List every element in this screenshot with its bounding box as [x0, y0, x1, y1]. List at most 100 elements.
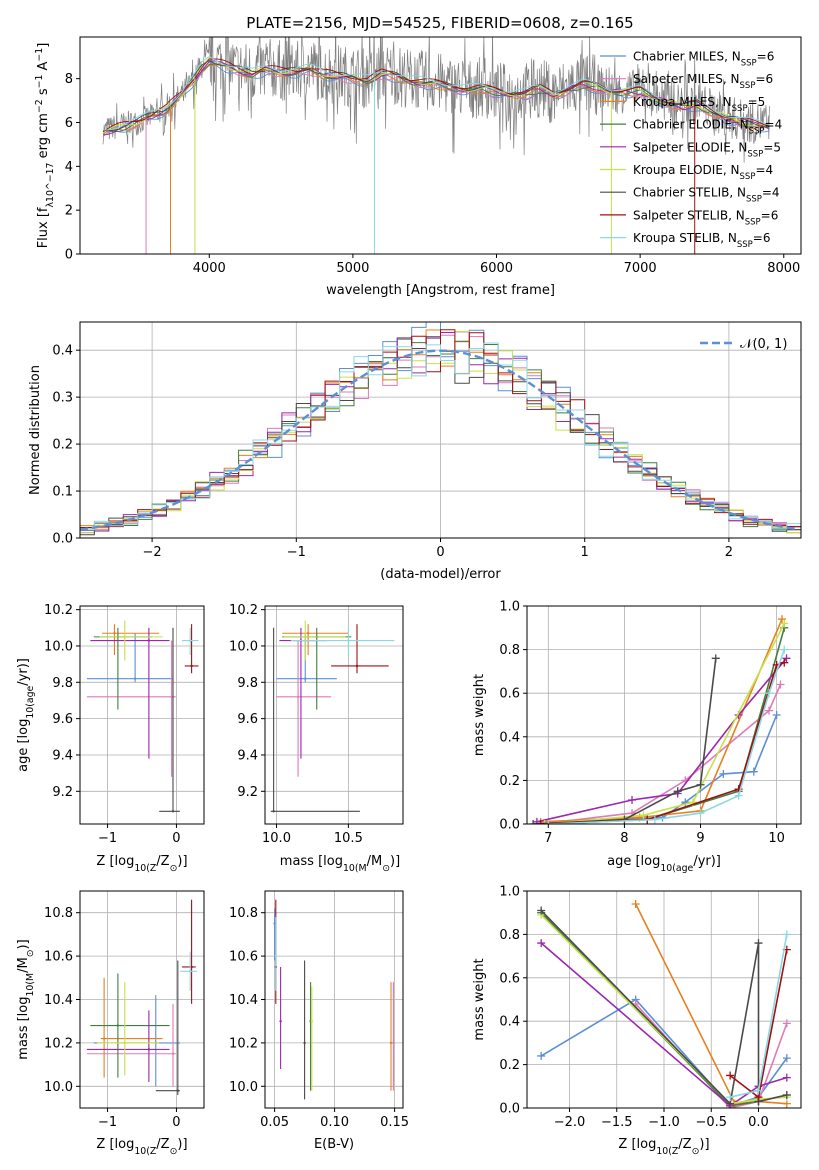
y-tick-label: 10.0 [44, 1080, 73, 1095]
x-axis-label: E(B-V) [314, 1137, 354, 1152]
model-line-chabrier-stelib [103, 60, 770, 132]
residual-histogram-panel: −2 −1 0 1 2 0.0 0.1 0.2 0.3 0.4 (data-model)/error… [28, 321, 802, 582]
label-part: /M [16, 957, 31, 973]
y-tick-label: 10.8 [44, 906, 73, 921]
x-tick-label: −2.0 [554, 1115, 586, 1130]
y-tick-label: 10.6 [229, 950, 258, 965]
point-kroupa-elodie [123, 1041, 126, 1045]
x-tick-label: 0 [436, 545, 444, 560]
label-part: Z [log [618, 1137, 656, 1152]
point-kroupa-miles [389, 1041, 393, 1045]
legend-text: =6 [761, 208, 779, 222]
axes-frame [79, 36, 802, 255]
weight-marker-kroupa-elodie [540, 820, 549, 824]
point-salpeter-elodie [147, 1048, 151, 1051]
x-tick-label: 8 [620, 831, 628, 846]
weight-marker-salpeter-elodie [537, 939, 546, 948]
x-axis-label: (data-model)/error [380, 567, 501, 582]
label-part: erg cm [36, 113, 51, 162]
x-tick-label: 7000 [624, 261, 657, 276]
weight-marker-salpeter-miles [776, 680, 785, 689]
weight-marker-salpeter-elodie [532, 817, 541, 824]
age-vs-mass-panel: 10.0 10.5 9.2 9.4 9.6 9.8 10.0 10.2 mass [log10(… [229, 603, 404, 874]
label-script: ⊙ [692, 1146, 700, 1157]
mass-vs-metallicity-panel: −1 010.010.210.410.610.8Z [log10(Z/Z⊙)]ma… [16, 890, 205, 1157]
legend-subscript: SSP [746, 195, 762, 205]
x-tick-label: 0.05 [260, 1115, 289, 1130]
legend-subscript: SSP [732, 104, 748, 114]
point-chabrier-miles [273, 922, 276, 925]
y-axis-label: mass weight [472, 958, 487, 1040]
y-tick-label: 9.2 [52, 785, 73, 800]
x-tick-label: −1.5 [601, 1115, 633, 1130]
x-tick-label: 10.0 [262, 831, 291, 846]
weight-marker-kroupa-stelib [696, 809, 705, 818]
label-part: /Z [156, 854, 169, 869]
y-axis-label: mass [log10(M/M⊙)] [16, 939, 36, 1059]
weight-line-salpeter-elodie [540, 942, 788, 1107]
plot-area [80, 322, 801, 536]
x-tick-label: 7 [544, 831, 552, 846]
weight-marker-salpeter-elodie [628, 796, 637, 805]
x-tick-label: 2 [725, 545, 733, 560]
label-part: )] [177, 854, 187, 869]
label-part: ] [36, 43, 51, 48]
y-tick-label: 0.8 [499, 928, 520, 943]
point-chabrier-stelib [171, 810, 175, 813]
weight-line-kroupa-elodie [544, 623, 786, 824]
label-part: )] [699, 1137, 709, 1152]
label-part: /yr)] [693, 854, 721, 869]
point-kroupa-stelib [347, 639, 350, 642]
weight-marker-kroupa-stelib [754, 1086, 763, 1095]
axes-frame [79, 605, 205, 825]
point-chabrier-stelib [272, 810, 275, 813]
weight-marker-kroupa-stelib [780, 645, 789, 654]
point-kroupa-stelib [189, 639, 192, 642]
label-script: 10(M [343, 863, 367, 874]
legend-subscript: SSP [740, 81, 756, 91]
plot-area [529, 615, 791, 824]
y-tick-label: 0.6 [499, 687, 520, 702]
legend-text: Kroupa MILES, N [633, 95, 732, 109]
y-tick-label: 9.4 [237, 748, 258, 763]
weight-line-kroupa-stelib [548, 649, 786, 824]
legend-entry: Salpeter ELODIE, NSSP=5 [633, 140, 781, 159]
legend-entry: Chabrier ELODIE, NSSP=4 [633, 118, 782, 137]
label-script: λ10^−17 [45, 162, 56, 207]
legend-text: =6 [755, 72, 773, 86]
legend-text: Chabrier STELIB, N [633, 186, 746, 200]
x-tick-label: 5000 [336, 261, 369, 276]
y-tick-label: 10.2 [44, 1036, 73, 1051]
plot-area [102, 37, 770, 254]
legend-subscript: SSP [737, 240, 753, 250]
weight-marker-chabrier-stelib [529, 820, 538, 824]
plot-area [86, 899, 198, 1095]
legend-entry: Chabrier MILES, NSSP=6 [633, 50, 774, 69]
weight-marker-chabrier-miles [537, 1051, 546, 1060]
legend-entry: Salpeter MILES, NSSP=6 [633, 72, 773, 91]
plot-area [537, 900, 791, 1108]
weight-marker-salpeter-stelib [726, 1071, 735, 1080]
y-tick-label: 8 [65, 72, 73, 87]
model-line-kroupa-stelib [103, 56, 770, 131]
x-axis-label: Z [log10(Z/Z⊙)] [96, 854, 187, 874]
weight-marker-chabrier-stelib [696, 780, 705, 789]
label-script: ⊙ [170, 863, 178, 874]
weight-marker-chabrier-stelib [537, 906, 546, 915]
y-tick-label: 0.6 [499, 971, 520, 986]
legend-text: =6 [753, 231, 771, 245]
legend-entry: Kroupa STELIB, NSSP=6 [633, 231, 771, 250]
normal-distribution-curve [80, 349, 799, 531]
x-axis-label: Z [log10(Z/Z⊙)] [618, 1137, 709, 1157]
y-tick-label: 6 [65, 116, 73, 131]
y-tick-label: 0.0 [499, 818, 520, 833]
legend-entry: Salpeter STELIB, NSSP=6 [633, 208, 778, 227]
label-part: age [log [16, 719, 31, 772]
weight-marker-chabrier-miles [749, 767, 758, 776]
y-tick-label: 10.0 [44, 639, 73, 654]
y-tick-label: 0.1 [52, 485, 73, 500]
point-salpeter-elodie [279, 1020, 282, 1023]
weight-marker-chabrier-miles [782, 1054, 791, 1063]
y-tick-label: 4 [65, 160, 73, 175]
